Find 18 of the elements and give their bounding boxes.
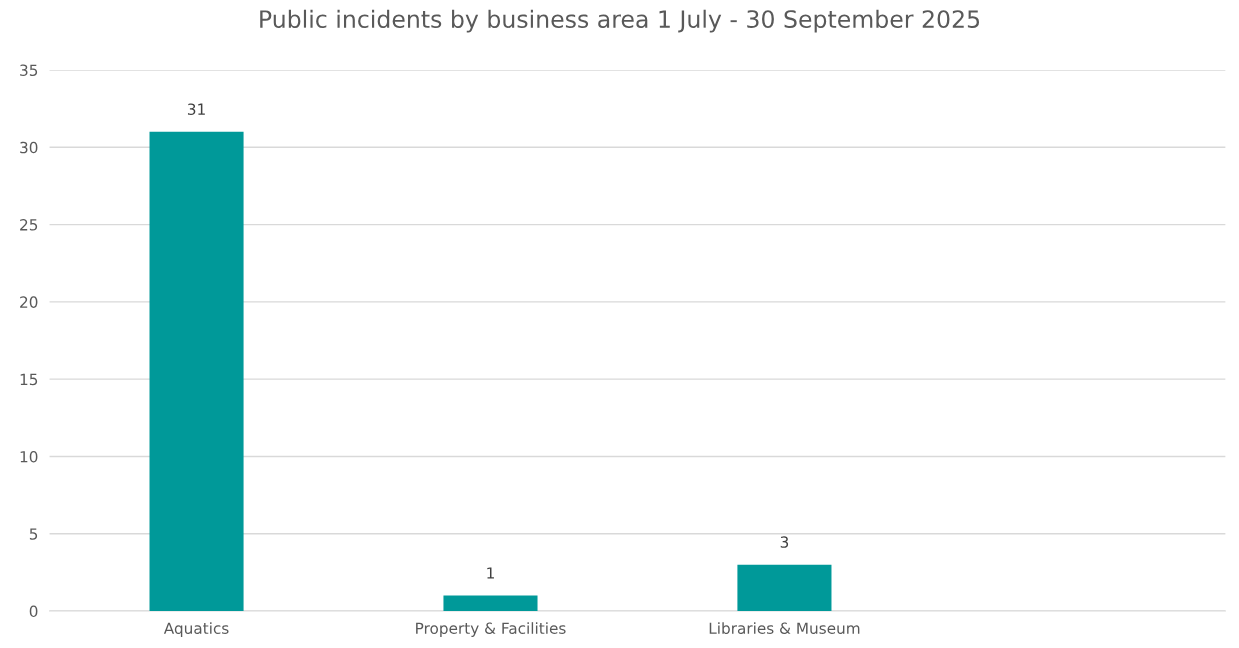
chart-title: Public incidents by business area 1 July - 30 September 2025	[260, 9, 980, 33]
y-tick-label: 15	[20, 373, 38, 386]
y-tick-label: 10	[20, 450, 38, 463]
data-label: 31	[187, 103, 205, 115]
data-label: 1	[487, 567, 494, 579]
x-tick-label: Property & Facilities	[416, 622, 566, 637]
y-tick-label: 20	[20, 296, 38, 308]
x-tick-label: Libraries & Museum	[709, 622, 860, 634]
y-tick-label: 0	[29, 605, 38, 618]
bar	[737, 564, 832, 612]
x-tick-label: Aquatics	[163, 622, 229, 637]
bar	[149, 131, 244, 612]
y-tick-label: 25	[20, 219, 38, 231]
bar	[443, 595, 538, 612]
y-tick-label: 35	[20, 64, 38, 77]
y-tick-label: 30	[20, 141, 38, 154]
data-label: 3	[780, 536, 789, 548]
y-tick-label: 5	[29, 528, 38, 540]
